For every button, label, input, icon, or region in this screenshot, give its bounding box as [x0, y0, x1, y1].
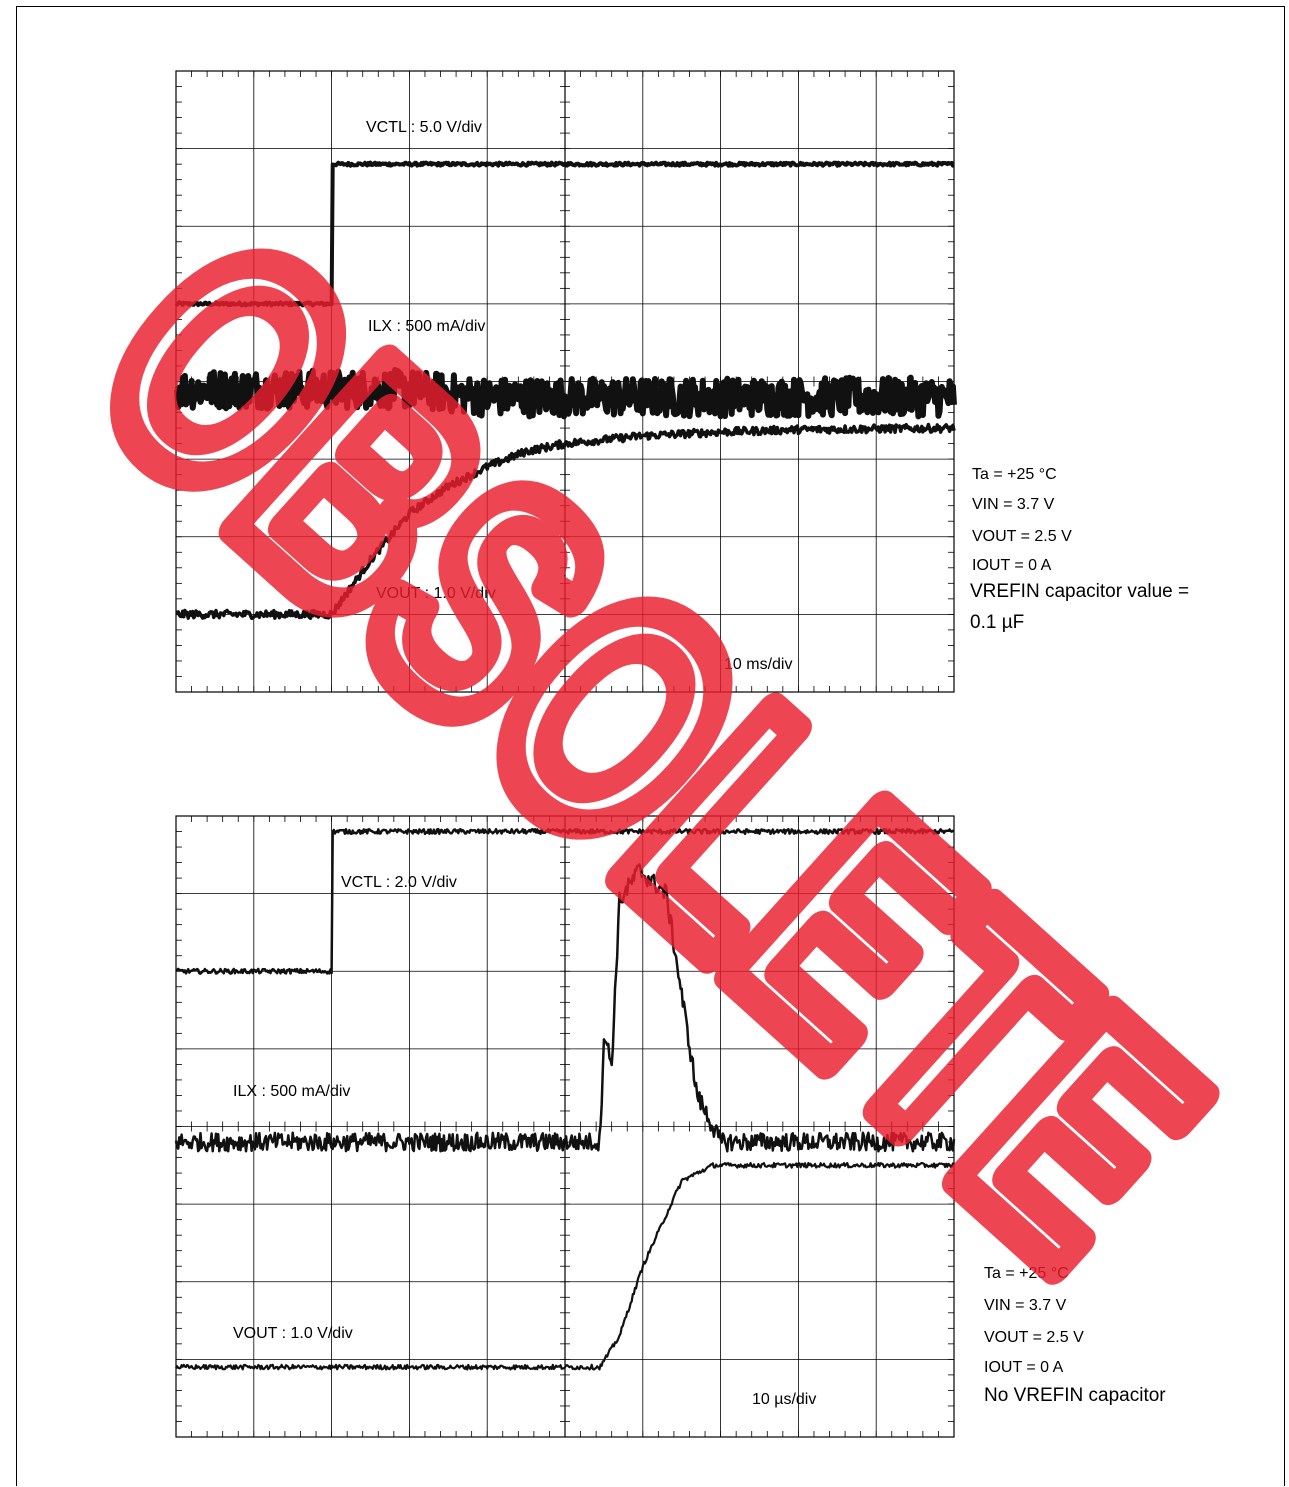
cond-top-1: Ta = +25 °C [972, 466, 1057, 483]
trace-top-vctl [174, 160, 955, 308]
ilx-label-bottom-text: ILX : 500 mA/div [233, 1083, 350, 1100]
cond-top-3: VOUT = 2.5 V [972, 528, 1072, 545]
svg-text:OBSOLETE: OBSOLETE [36, 170, 1264, 1327]
cond-top-4: IOUT = 0 A [972, 557, 1052, 574]
vout-label-bottom: VOUT : 1.0 V/div [233, 1325, 353, 1342]
trace-top-ilx [174, 367, 957, 420]
trace-bottom-ilx [174, 863, 956, 1153]
cond-top-6: 0.1 µF [970, 612, 1024, 633]
trace-bottom-vctl [175, 827, 955, 975]
timebase-label-top: 10 ms/div [724, 656, 792, 673]
timebase-label-bottom: 10 µs/div [752, 1391, 816, 1408]
ilx-label-bottom: ILX : 500 mA/div [233, 1083, 350, 1100]
cond-bottom-5: No VREFIN capacitor [984, 1385, 1166, 1406]
vctl-label-top: VCTL : 5.0 V/div [366, 119, 482, 136]
trace-bottom-vout [175, 1161, 955, 1371]
ilx-label-top: ILX : 500 mA/div [368, 318, 485, 335]
vctl-label-bottom-text: VCTL : 2.0 V/div [341, 874, 457, 891]
ilx-label-top-text: ILX : 500 mA/div [368, 318, 485, 335]
obsolete-watermark: OBSOLETE [19, 153, 1281, 1344]
cond-bottom-1: Ta = +25 °C [984, 1265, 1069, 1282]
trace-top-vout [175, 422, 956, 620]
vout-label-bottom-text: VOUT : 1.0 V/div [233, 1325, 353, 1342]
scope-panel-top [174, 70, 957, 693]
page-frame [16, 6, 1285, 1486]
timebase-label-top-text: 10 ms/div [724, 656, 792, 673]
vout-label-top-text: VOUT : 1.0 V/div [376, 585, 496, 602]
vout-label-top: VOUT : 1.0 V/div [376, 585, 496, 602]
scope-panel-bottom [174, 815, 956, 1438]
vctl-label-top-text: VCTL : 5.0 V/div [366, 119, 482, 136]
timebase-label-bottom-text: 10 µs/div [752, 1391, 816, 1408]
cond-top-5: VREFIN capacitor value = [970, 581, 1189, 602]
cond-top-2: VIN = 3.7 V [972, 496, 1055, 513]
cond-bottom-4: IOUT = 0 A [984, 1359, 1064, 1376]
cond-bottom-3: VOUT = 2.5 V [984, 1329, 1084, 1346]
cond-bottom-2: VIN = 3.7 V [984, 1297, 1067, 1314]
vctl-label-bottom: VCTL : 2.0 V/div [341, 874, 457, 891]
